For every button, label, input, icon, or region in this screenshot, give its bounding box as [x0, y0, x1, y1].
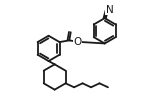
- Text: O: O: [73, 37, 82, 47]
- Text: N: N: [106, 5, 113, 15]
